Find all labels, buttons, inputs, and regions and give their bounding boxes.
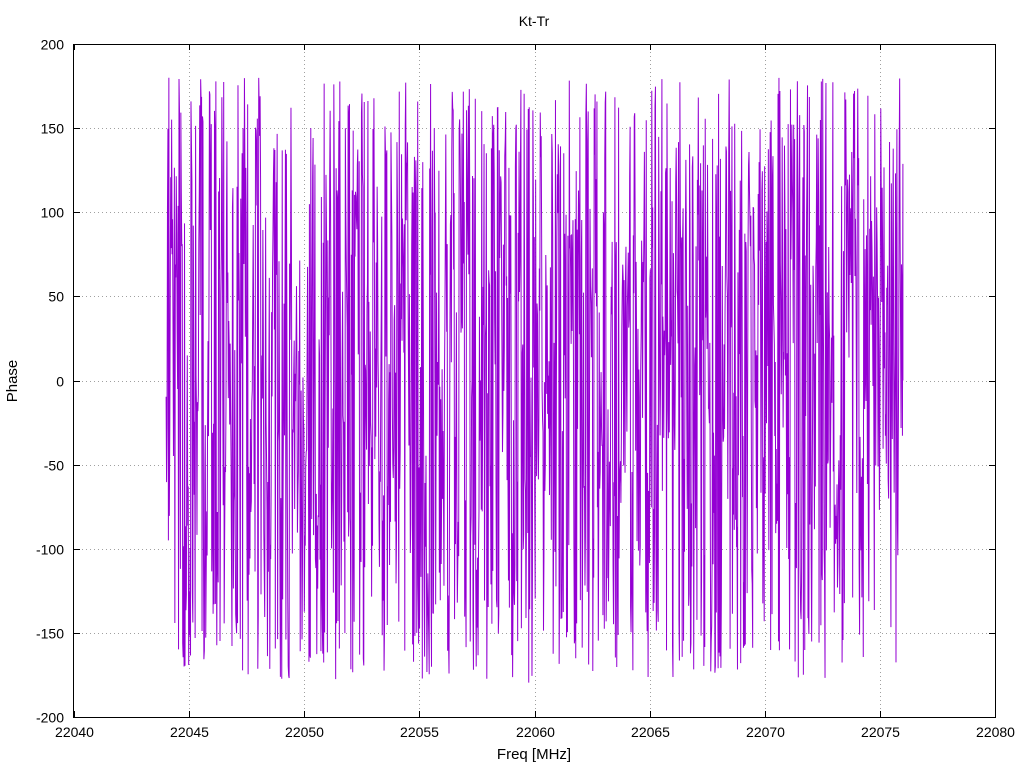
- y-tick-label: 100: [41, 205, 65, 221]
- x-axis-title: Freq [MHz]: [497, 746, 571, 763]
- x-tick-label: 22045: [170, 724, 209, 740]
- x-tick-label: 22040: [55, 724, 94, 740]
- series-area: [165, 77, 904, 683]
- x-tick-label: 22060: [516, 724, 555, 740]
- plot-frame: [73, 44, 996, 718]
- x-tick-label: 22055: [400, 724, 439, 740]
- y-tick-label: 50: [48, 289, 64, 305]
- y-tick-label: -100: [36, 542, 64, 558]
- y-tick-label: 0: [56, 374, 64, 390]
- y-tick-label: -200: [36, 710, 64, 726]
- x-tick-label: 22070: [746, 724, 785, 740]
- x-tick-label: 22075: [861, 724, 900, 740]
- y-tick-label: 200: [41, 37, 65, 53]
- y-tick-label: -50: [44, 458, 64, 474]
- chart-title: Kt-Tr: [519, 13, 550, 29]
- x-tick-label: 22065: [631, 724, 670, 740]
- y-tick-label: -150: [36, 626, 64, 642]
- x-tick-label: 22080: [976, 724, 1015, 740]
- x-tick-label: 22050: [285, 724, 324, 740]
- y-axis-title: Phase: [4, 360, 21, 403]
- phase-series-line: [165, 77, 904, 683]
- y-tick-label: 150: [41, 121, 65, 137]
- axis-ticks: 22040 22045 22050 22055 22060 22065 22070 22075…: [36, 37, 1015, 741]
